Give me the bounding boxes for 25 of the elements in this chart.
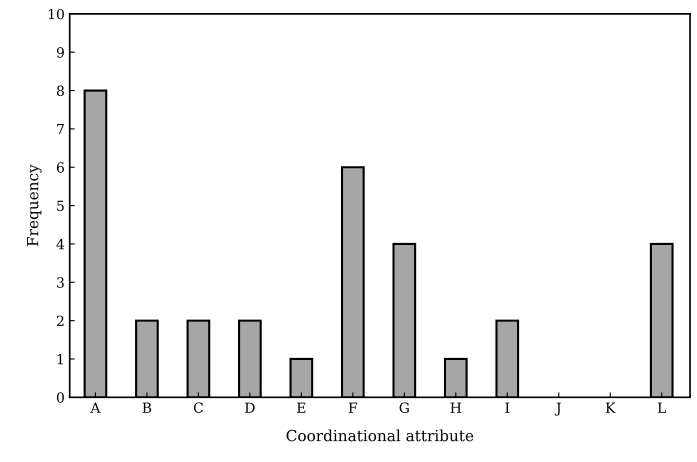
- y-tick-label: 7: [57, 124, 64, 134]
- x-tick-label: D: [245, 402, 255, 413]
- y-axis-title: Frequency: [27, 164, 42, 246]
- y-tick-label: 6: [56, 162, 64, 173]
- y-tick-label: 4: [56, 238, 64, 250]
- x-tick-label: K: [606, 402, 616, 413]
- x-axis-title: Coordinational attribute: [286, 430, 474, 442]
- x-tick-label: G: [400, 402, 409, 413]
- x-tick-label: J: [554, 402, 561, 416]
- x-tick-label: I: [505, 402, 510, 413]
- y-tick-label: 10: [48, 8, 64, 20]
- x-tick-label: H: [450, 402, 462, 413]
- y-tick-label: 9: [56, 47, 64, 58]
- x-tick-label: E: [297, 402, 306, 413]
- y-tick-label: 3: [57, 277, 64, 288]
- x-tick-label: B: [142, 402, 152, 413]
- y-tick-label: 0: [56, 392, 64, 403]
- y-tick-label: 8: [56, 86, 64, 96]
- x-tick-label: F: [348, 402, 358, 413]
- x-tick-label: C: [194, 402, 203, 413]
- y-tick-label: 1: [58, 354, 63, 364]
- y-tick-label: 2: [56, 316, 64, 326]
- x-tick-label: A: [90, 402, 101, 413]
- y-tick-label: 5: [57, 200, 64, 212]
- x-tick-label: L: [658, 402, 666, 413]
